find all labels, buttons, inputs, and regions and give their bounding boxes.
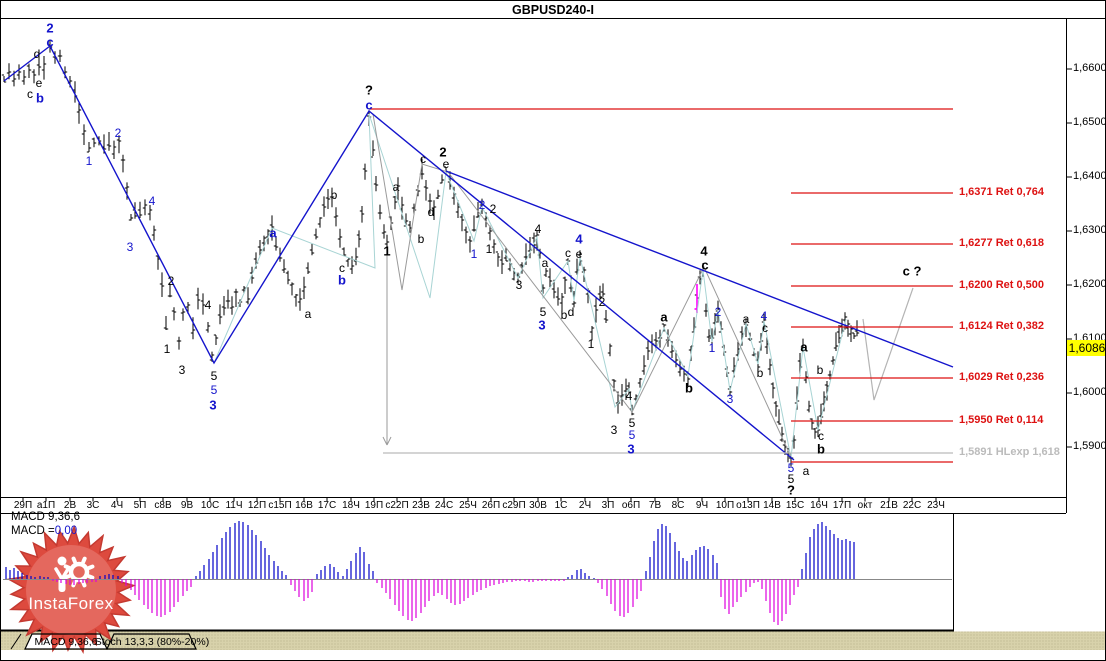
chart-title-bar: GBPUSD240-I (1, 1, 1105, 19)
price-bars (1, 39, 860, 467)
instaforex-logo (6, 524, 137, 655)
chart-line (213, 113, 376, 364)
macd-histogram (5, 521, 855, 625)
chart-line (445, 170, 954, 368)
indicator-tab-strip (1, 631, 1105, 650)
tab-stoch[interactable] (107, 634, 196, 649)
chart-line (3, 44, 795, 461)
chart-title: GBPUSD240-I (512, 3, 594, 17)
chart-line (862, 287, 914, 401)
macd-bottom-border (1, 629, 954, 632)
chart-line (368, 113, 847, 459)
